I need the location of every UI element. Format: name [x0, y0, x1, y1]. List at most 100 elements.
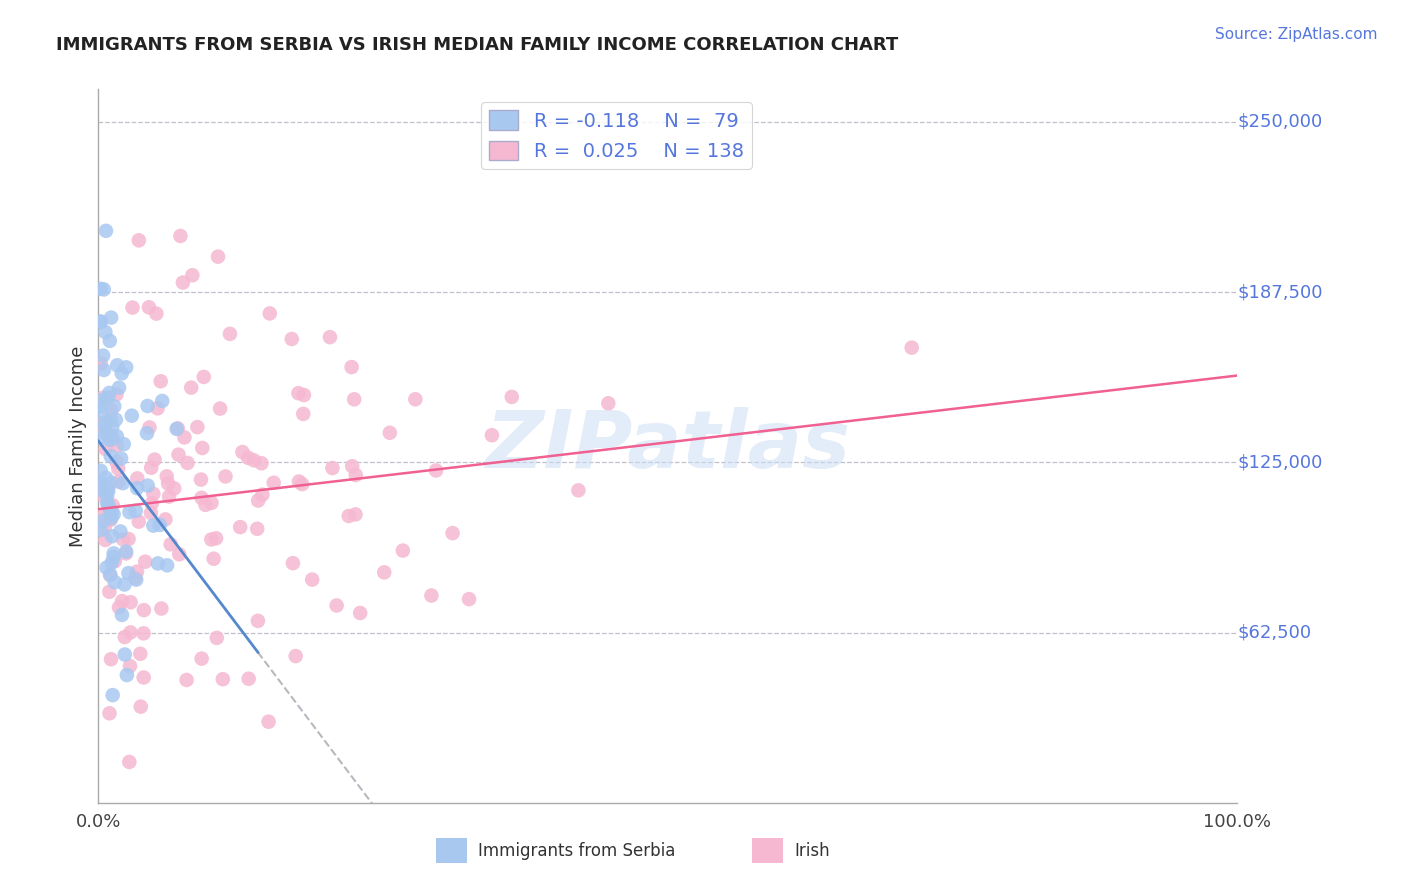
Point — [136, 399, 159, 413]
Point — [111, 476, 134, 491]
Point — [120, 595, 142, 609]
Point — [145, 307, 167, 321]
Point — [231, 445, 253, 459]
Point — [97, 391, 120, 405]
Point — [91, 406, 114, 420]
Point — [169, 547, 191, 561]
Point — [900, 341, 922, 355]
Point — [120, 625, 142, 640]
Point — [281, 556, 304, 570]
Point — [115, 360, 138, 375]
Point — [321, 461, 343, 475]
Point — [93, 508, 115, 523]
Point — [301, 573, 323, 587]
Point — [202, 551, 225, 566]
Point — [104, 575, 127, 590]
Point — [319, 330, 342, 344]
Point — [90, 431, 112, 445]
Point — [94, 417, 117, 431]
Point — [97, 498, 120, 512]
Point — [157, 490, 180, 504]
Text: $187,500: $187,500 — [1237, 283, 1323, 301]
Point — [91, 349, 114, 363]
Point — [117, 532, 139, 546]
Point — [209, 401, 232, 416]
Point — [101, 499, 124, 513]
Point — [93, 363, 115, 377]
Point — [98, 334, 121, 348]
Point — [96, 496, 118, 510]
Point — [105, 439, 128, 453]
Point — [94, 533, 117, 547]
Point — [121, 301, 143, 315]
Point — [105, 359, 128, 373]
Point — [118, 505, 141, 519]
Point — [98, 568, 121, 582]
Point — [98, 567, 121, 582]
Point — [104, 554, 127, 568]
Point — [146, 557, 169, 571]
Point — [94, 471, 117, 485]
Point — [110, 451, 132, 466]
Point — [163, 482, 186, 496]
Point — [127, 481, 149, 495]
Legend: R = -0.118    N =  79, R =  0.025    N = 138: R = -0.118 N = 79, R = 0.025 N = 138 — [481, 103, 752, 169]
Point — [291, 477, 314, 491]
Point — [567, 483, 589, 498]
Point — [157, 476, 180, 491]
Point — [101, 688, 124, 702]
Point — [98, 433, 121, 447]
Point — [344, 468, 367, 483]
Point — [98, 501, 121, 516]
Point — [138, 300, 160, 314]
Point — [166, 422, 188, 436]
Point — [107, 461, 129, 475]
Point — [112, 437, 135, 451]
Point — [373, 566, 395, 580]
Point — [108, 600, 131, 615]
Text: Irish: Irish — [794, 842, 830, 860]
Point — [292, 388, 315, 402]
Point — [111, 594, 134, 608]
Point — [238, 672, 260, 686]
Point — [100, 506, 122, 520]
Point — [325, 599, 347, 613]
Point — [118, 659, 141, 673]
Point — [97, 482, 120, 496]
Point — [214, 469, 236, 483]
Point — [205, 631, 228, 645]
Point — [425, 463, 447, 477]
Point — [105, 455, 128, 469]
Point — [100, 652, 122, 666]
Point — [107, 475, 129, 489]
Point — [252, 487, 274, 501]
Point — [263, 475, 285, 490]
Point — [90, 483, 112, 497]
Point — [134, 555, 156, 569]
Point — [90, 523, 112, 537]
Point — [190, 491, 212, 505]
Point — [93, 416, 115, 430]
Point — [93, 521, 115, 535]
Text: $125,000: $125,000 — [1237, 453, 1323, 471]
Point — [180, 381, 202, 395]
Point — [129, 647, 152, 661]
Point — [101, 431, 124, 445]
Point — [211, 672, 233, 686]
Point — [132, 626, 155, 640]
Point — [100, 556, 122, 570]
Point — [501, 390, 523, 404]
Point — [111, 367, 134, 381]
Point — [100, 413, 122, 427]
Point — [159, 537, 181, 551]
Point — [150, 393, 173, 408]
Point — [101, 529, 124, 543]
Point — [194, 498, 217, 512]
Point — [287, 386, 309, 401]
Point — [115, 544, 138, 558]
Point — [139, 506, 162, 520]
Point — [94, 224, 117, 238]
Point — [181, 268, 204, 283]
Text: $62,500: $62,500 — [1237, 624, 1312, 641]
Point — [284, 649, 307, 664]
